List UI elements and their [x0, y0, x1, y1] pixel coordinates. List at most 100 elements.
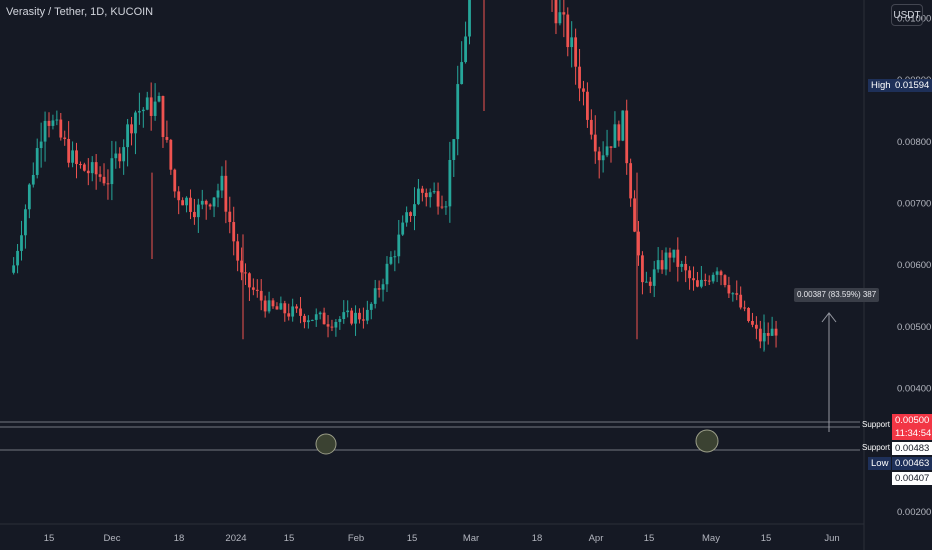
- candle-body: [310, 319, 314, 321]
- candle-body: [212, 197, 216, 207]
- candle-body: [699, 279, 703, 287]
- candle-body: [613, 124, 617, 148]
- candle-body: [153, 101, 157, 116]
- candle-body: [644, 281, 648, 283]
- currency-button[interactable]: USDT: [891, 4, 923, 26]
- candle-body: [605, 146, 609, 156]
- price-tick-label: 0.00700: [897, 199, 931, 210]
- candle-body: [621, 110, 625, 141]
- candle-body: [707, 280, 711, 282]
- time-tick-label: Apr: [589, 533, 604, 544]
- candle-body: [185, 197, 188, 206]
- candle-body: [134, 112, 137, 134]
- candle-body: [189, 197, 192, 212]
- candle-body: [664, 252, 668, 270]
- time-tick-label: Feb: [348, 533, 364, 544]
- candle-body: [295, 306, 298, 309]
- candle-body: [739, 294, 743, 308]
- candle-body: [428, 192, 432, 198]
- price-tick-label: 0.00500: [897, 322, 931, 333]
- candle-body: [597, 151, 601, 161]
- candle-body: [16, 250, 19, 266]
- candle-body: [287, 313, 291, 317]
- candle-body: [464, 36, 467, 63]
- candle-body: [424, 192, 428, 198]
- candle-body: [377, 288, 381, 290]
- candle-body: [79, 164, 82, 166]
- candle-body: [67, 138, 71, 163]
- candle-body: [106, 183, 110, 185]
- candle-body: [220, 175, 224, 191]
- candle-body: [342, 312, 346, 320]
- candle-body: [711, 274, 715, 282]
- candle-body: [755, 324, 758, 329]
- candle-body: [586, 91, 589, 120]
- candle-body: [216, 190, 220, 198]
- candle-body: [723, 275, 727, 286]
- candle-body: [766, 333, 770, 336]
- candle-body: [130, 124, 133, 134]
- low-price-tag: 0.00463: [892, 457, 932, 470]
- candle-body: [684, 263, 688, 271]
- price-tick-label: 0.00600: [897, 260, 931, 271]
- candle-body: [554, 0, 558, 24]
- candle-body: [696, 280, 699, 287]
- candle-body: [318, 312, 322, 315]
- candle-body: [267, 300, 271, 312]
- candle-body: [593, 134, 597, 152]
- candle-body: [373, 288, 377, 304]
- candle-body: [200, 200, 204, 205]
- candle-body: [157, 96, 161, 102]
- candle-body: [169, 139, 173, 170]
- candle-body: [47, 120, 51, 126]
- candle-body: [393, 256, 397, 258]
- candle-body: [173, 169, 177, 192]
- candle-body: [82, 164, 86, 171]
- candle-body: [452, 139, 456, 160]
- candle-body: [574, 37, 578, 67]
- candle-body: [770, 328, 774, 336]
- candle-body: [275, 306, 279, 310]
- candle-body: [727, 285, 731, 294]
- candle-body: [676, 249, 680, 267]
- candle-body: [758, 328, 762, 342]
- candle-body: [193, 211, 196, 218]
- time-tick-label: 15: [761, 533, 772, 544]
- time-tick-label: Jun: [824, 533, 839, 544]
- support-circle-right[interactable]: [695, 429, 719, 453]
- support-label-2: Support: [862, 443, 891, 452]
- candle-body: [648, 281, 652, 286]
- candle-body: [126, 124, 129, 148]
- time-tick-label: 15: [644, 533, 655, 544]
- candle-body: [680, 263, 684, 267]
- time-tick-label: 18: [532, 533, 543, 544]
- candle-body: [145, 97, 149, 110]
- candle-body: [629, 163, 633, 199]
- time-tick-label: May: [702, 533, 720, 544]
- candle-body: [59, 119, 63, 138]
- candle-body: [291, 306, 295, 317]
- candle-body: [641, 255, 644, 283]
- candle-body: [75, 150, 78, 165]
- support-price-tag: 0.00483: [892, 442, 932, 455]
- candle-body: [279, 303, 283, 310]
- time-tick-label: 15: [407, 533, 418, 544]
- candle-body: [582, 88, 585, 92]
- candle-body: [401, 222, 405, 235]
- candle-body: [703, 279, 707, 281]
- candle-body: [417, 188, 420, 205]
- candle-body: [444, 206, 448, 208]
- candle-body: [389, 256, 393, 264]
- candle-body: [196, 204, 200, 218]
- candle-body: [672, 249, 676, 258]
- time-axis[interactable]: 15 Dec 18 2024 15 Feb 15 Mar 18 Apr 15 May 15 Jun: [44, 533, 840, 544]
- candle-body: [255, 289, 259, 291]
- candle-body: [385, 263, 389, 285]
- candle-body: [232, 222, 236, 242]
- candle-body: [114, 153, 118, 159]
- time-tick-label: Mar: [463, 533, 479, 544]
- candle-body: [617, 124, 621, 141]
- candle-body: [601, 155, 605, 161]
- support-circle-left[interactable]: [315, 433, 337, 455]
